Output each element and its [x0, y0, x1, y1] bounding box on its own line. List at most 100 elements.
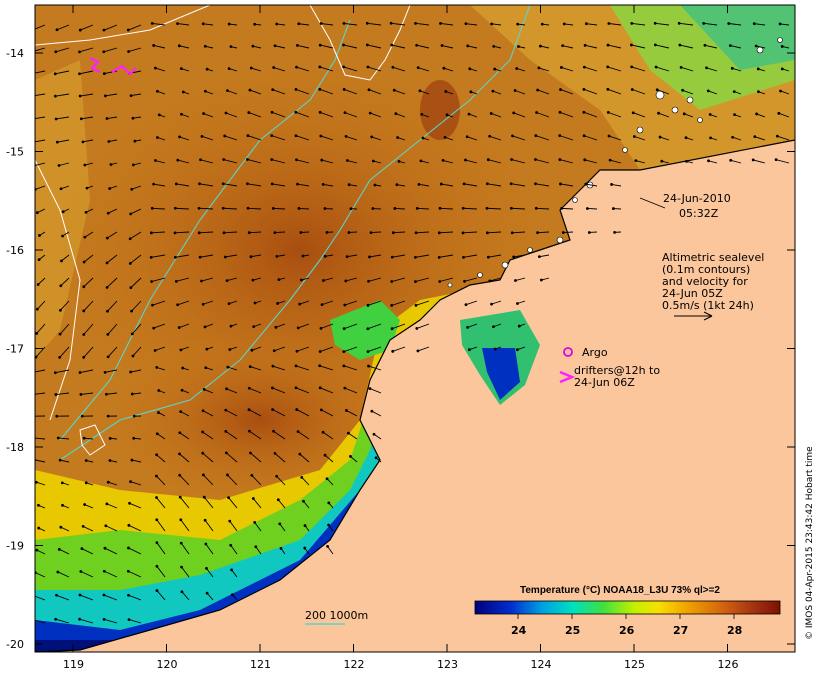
- velocity-arrow-head: [466, 44, 470, 48]
- velocity-arrow-head: [30, 393, 33, 396]
- velocity-arrow: [321, 159, 334, 164]
- velocity-arrow-head: [630, 43, 633, 47]
- velocity-arrow: [535, 135, 550, 141]
- description-line: 0.5m/s (1kt 24h): [662, 299, 754, 312]
- velocity-arrow-head: [393, 207, 397, 210]
- velocity-arrow-head: [153, 349, 157, 352]
- velocity-arrow: [103, 24, 118, 31]
- velocity-arrow: [35, 346, 46, 358]
- velocity-arrow: [536, 112, 550, 118]
- velocity-arrow-head: [514, 279, 517, 282]
- velocity-arrow-head: [249, 451, 252, 455]
- velocity-arrow-head: [349, 207, 353, 211]
- velocity-arrow-head: [200, 279, 203, 283]
- velocity-arrow: [105, 369, 118, 373]
- velocity-arrow: [491, 113, 502, 118]
- velocity-arrow: [415, 300, 430, 306]
- velocity-arrow: [250, 366, 262, 371]
- velocity-arrow-head: [606, 110, 610, 114]
- velocity-arrow: [319, 66, 334, 72]
- velocity-arrow-head: [83, 163, 87, 167]
- velocity-arrow: [465, 300, 478, 306]
- velocity-arrow: [295, 365, 310, 371]
- velocity-arrow: [370, 231, 382, 234]
- velocity-arrow: [80, 392, 94, 395]
- velocity-arrow: [274, 346, 286, 352]
- velocity-arrow-head: [465, 135, 469, 139]
- velocity-arrow: [272, 409, 286, 417]
- velocity-arrow: [152, 207, 166, 210]
- velocity-arrow-head: [79, 570, 83, 573]
- velocity-arrow: [327, 546, 334, 555]
- velocity-arrow: [391, 323, 406, 330]
- velocity-arrow-head: [415, 327, 419, 330]
- velocity-description: Altimetric sealevel (0.1m contours) and …: [662, 251, 764, 312]
- velocity-arrow: [730, 45, 742, 49]
- velocity-arrow: [103, 47, 118, 53]
- cool-band-ne-teal: [680, 5, 795, 70]
- velocity-arrow-head: [607, 134, 611, 138]
- velocity-arrow: [443, 67, 454, 72]
- velocity-arrow: [583, 111, 598, 118]
- velocity-arrow-head: [180, 590, 184, 594]
- velocity-arrow: [514, 90, 526, 95]
- velocity-arrow: [199, 231, 214, 234]
- velocity-arrow: [104, 547, 118, 555]
- velocity-arrow: [295, 111, 310, 118]
- velocity-arrow-head: [221, 206, 225, 210]
- velocity-arrow-head: [271, 206, 275, 210]
- velocity-arrow-head: [155, 432, 159, 436]
- velocity-arrow-head: [303, 546, 307, 550]
- velocity-arrow: [368, 365, 382, 371]
- velocity-arrow-head: [173, 255, 177, 259]
- velocity-arrow: [250, 254, 262, 258]
- velocity-arrow: [444, 136, 454, 141]
- velocity-arrow: [179, 453, 190, 463]
- velocity-arrow: [155, 67, 166, 72]
- velocity-arrow-head: [613, 230, 616, 234]
- velocity-arrow-head: [31, 50, 34, 53]
- velocity-arrow-head: [414, 280, 417, 283]
- velocity-arrow: [37, 300, 46, 310]
- velocity-arrow: [223, 207, 238, 210]
- velocity-arrow: [84, 231, 94, 238]
- velocity-arrow-head: [325, 477, 329, 481]
- velocity-arrow-head: [366, 65, 370, 69]
- velocity-arrow: [247, 183, 262, 187]
- velocity-arrow: [226, 277, 238, 282]
- velocity-arrow: [201, 135, 214, 141]
- lon-tick-label: 126: [718, 658, 739, 671]
- velocity-arrow: [132, 392, 142, 395]
- velocity-arrow-head: [35, 211, 39, 215]
- velocity-arrow: [175, 207, 190, 210]
- velocity-arrow: [156, 590, 166, 601]
- velocity-arrow-head: [131, 354, 135, 358]
- velocity-arrow: [177, 23, 190, 26]
- velocity-arrow: [56, 594, 70, 601]
- velocity-arrow-head: [275, 474, 279, 478]
- velocity-arrow-head: [754, 44, 758, 48]
- velocity-arrow: [36, 323, 46, 334]
- velocity-arrow-head: [202, 388, 206, 391]
- velocity-arrow: [367, 22, 382, 26]
- velocity-arrow: [274, 453, 286, 463]
- velocity-arrow-head: [485, 206, 489, 210]
- velocity-arrow-head: [296, 182, 299, 186]
- velocity-arrow: [419, 90, 430, 95]
- velocity-arrow: [343, 323, 358, 330]
- velocity-arrow: [80, 93, 94, 97]
- velocity-arrow: [655, 22, 670, 26]
- velocity-arrow: [57, 139, 70, 143]
- colorbar-tick-label: 24: [511, 624, 527, 637]
- velocity-arrow: [708, 160, 718, 164]
- velocity-arrow: [465, 159, 478, 164]
- velocity-arrow: [35, 47, 46, 52]
- velocity-arrow-head: [249, 66, 253, 70]
- velocity-arrow: [511, 159, 526, 164]
- velocity-arrow: [128, 547, 142, 555]
- velocity-arrow-head: [327, 523, 331, 527]
- velocity-arrow: [298, 208, 310, 210]
- velocity-arrow-head: [61, 210, 65, 214]
- velocity-arrow-head: [681, 88, 685, 92]
- velocity-arrow-head: [535, 111, 539, 114]
